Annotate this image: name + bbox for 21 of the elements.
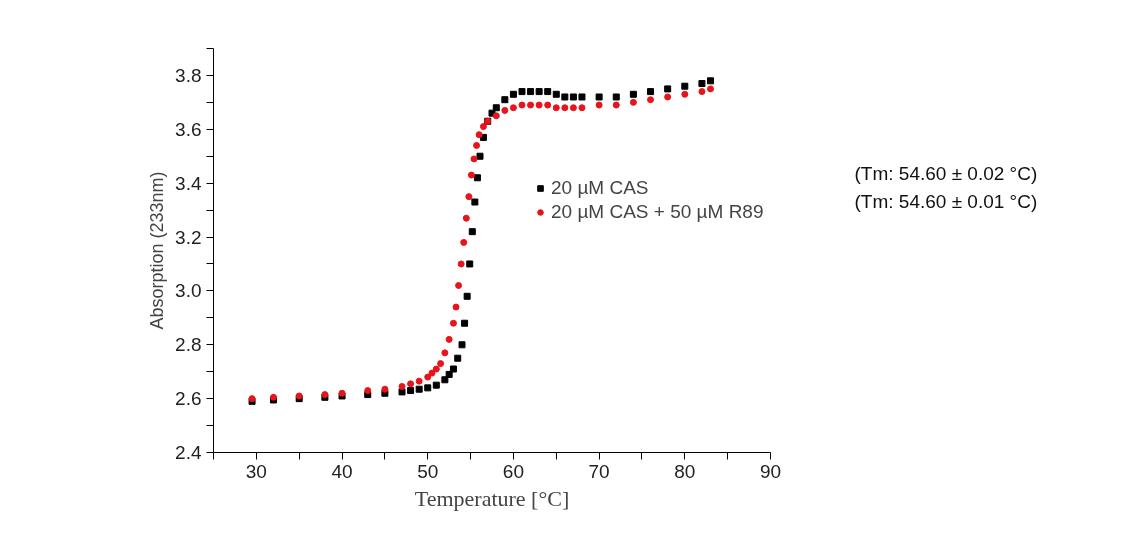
x-tick-label: 90 xyxy=(759,460,782,482)
y-tick-label: 2.8 xyxy=(175,334,202,356)
y-tick-label: 2.4 xyxy=(175,442,202,463)
y-tick-label: 3.2 xyxy=(175,226,202,248)
text: (Tm: 54.60 ± 0.01 °C) xyxy=(854,190,1038,212)
x-tick-label: 80 xyxy=(674,460,696,482)
x-tick-label: 60 xyxy=(502,460,524,482)
legend-label: 20 µM CAS xyxy=(551,177,649,199)
y-tick-label: 3.6 xyxy=(175,118,202,140)
y-axis-title: Absorption (233nm) xyxy=(147,171,168,330)
x-tick-label: 70 xyxy=(588,460,610,482)
y-tick-label: 3.8 xyxy=(175,64,202,86)
x-axis-title: Temperature [°C] xyxy=(414,485,570,511)
x-tick-label: 30 xyxy=(245,460,267,482)
text: (Tm: 54.60 ± 0.02 °C) xyxy=(854,162,1038,184)
x-tick-label: 50 xyxy=(417,460,439,482)
x-tick-label: 40 xyxy=(331,460,353,482)
y-tick-label: 3.4 xyxy=(175,172,202,194)
y-tick-label: 2.6 xyxy=(175,388,202,410)
y-tick-label: 3.0 xyxy=(175,280,202,302)
legend-label: 20 µM CAS + 50 µM R89 xyxy=(551,201,764,223)
